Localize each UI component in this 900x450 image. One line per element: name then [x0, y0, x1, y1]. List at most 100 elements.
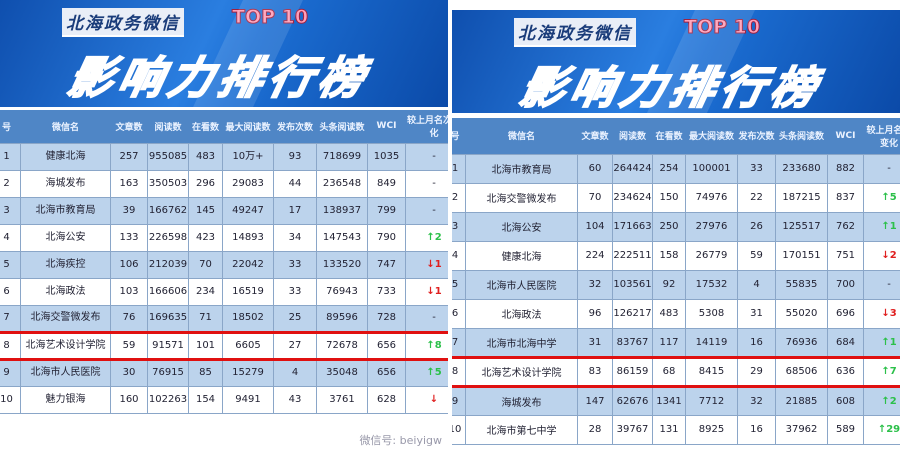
cell-rank-change: ↑1 — [863, 211, 900, 242]
table-row: 7 北海市北海中学 31 83767 117 14119 16 76936 684 ↑1 — [452, 327, 900, 358]
cell-headline-reads: 187215 — [775, 182, 828, 213]
cell-reads: 62676 — [612, 385, 653, 416]
cell-headline-reads: 236548 — [316, 169, 368, 198]
table-row: 9 海城发布 147 62676 1341 7712 32 21885 608 ↑2 — [452, 385, 900, 416]
cell-articles: 147 — [577, 385, 613, 416]
column-header-publish-count: 发布次数 — [273, 110, 317, 143]
cell-likes: 150 — [652, 182, 686, 213]
cell-max-reads: 17532 — [685, 269, 738, 300]
cell-rank: 10 — [0, 385, 21, 414]
cell-articles: 31 — [577, 327, 613, 358]
cell-account-name: 北海公安 — [465, 211, 578, 242]
cell-account-name: 北海政法 — [465, 298, 578, 329]
table-row: 10 魅力银海 160 102263 154 9491 43 3761 628 ↓ — [0, 385, 448, 414]
cell-reads: 222511 — [612, 240, 653, 271]
table-row: 2 海城发布 163 350503 296 29083 44 236548 849- — [0, 169, 448, 198]
cell-headline-reads: 170151 — [775, 240, 828, 271]
cell-rank: 3 — [452, 211, 466, 242]
cell-publish-count: 29 — [737, 355, 776, 388]
cell-rank: 5 — [452, 269, 466, 300]
cell-max-reads: 8415 — [685, 355, 738, 388]
column-header-articles: 文章数 — [110, 110, 148, 143]
cell-rank-change: ↑5 — [863, 182, 900, 213]
cell-wci: 1035 — [367, 142, 406, 171]
column-header-likes: 在看数 — [652, 118, 686, 154]
cell-rank-change: - — [863, 269, 900, 300]
cell-rank: 3 — [0, 196, 21, 225]
banner-badge: TOP 10 — [231, 6, 309, 29]
column-header-rank: 号 — [0, 110, 21, 143]
cell-headline-reads: 68506 — [775, 355, 828, 388]
cell-rank-change: - — [405, 304, 448, 333]
cell-account-name: 海城发布 — [465, 385, 578, 416]
cell-articles: 96 — [577, 298, 613, 329]
cell-rank-change: ↓2 — [863, 240, 900, 271]
cell-headline-reads: 718699 — [316, 142, 368, 171]
cell-headline-reads: 72678 — [316, 330, 368, 361]
table-row: 8 北海艺术设计学院 59 91571 101 6605 27 72678 656 ↑8 — [0, 330, 448, 361]
column-header-likes: 在看数 — [188, 110, 223, 143]
cell-wci: 799 — [367, 196, 406, 225]
cell-headline-reads: 21885 — [775, 385, 828, 416]
column-header-headline-reads: 头条阅读数 — [775, 118, 828, 154]
table-row: 5 北海疾控 106 212039 70 22042 33 133520 747 ↓1 — [0, 250, 448, 279]
column-header-publish-count: 发布次数 — [737, 118, 776, 154]
cell-rank-change: ↓1 — [405, 277, 448, 306]
cell-articles: 163 — [110, 169, 148, 198]
cell-rank-change: - — [405, 169, 448, 198]
cell-rank-change: ↑7 — [863, 355, 900, 388]
cell-account-name: 健康北海 — [465, 240, 578, 271]
cell-rank: 4 — [0, 223, 21, 252]
cell-reads: 234624 — [612, 182, 653, 213]
cell-max-reads: 27976 — [685, 211, 738, 242]
cell-articles: 70 — [577, 182, 613, 213]
cell-publish-count: 16 — [737, 414, 776, 445]
cell-account-name: 海城发布 — [20, 169, 111, 198]
cell-rank: 6 — [452, 298, 466, 329]
table-row: 7 北海交警微发布 76 169635 71 18502 25 89596 728- — [0, 304, 448, 333]
cell-reads: 169635 — [147, 304, 189, 333]
banner-subtitle: 北海政务微信 — [62, 8, 184, 37]
table-row: 10北海市第七中学283976713189251637962589↑29 — [452, 414, 900, 445]
cell-rank-change: ↑8 — [405, 330, 448, 361]
cell-max-reads: 8925 — [685, 414, 738, 445]
cell-rank-change: ↓3 — [863, 298, 900, 329]
cell-wci: 636 — [827, 355, 864, 388]
cell-publish-count: 93 — [273, 142, 317, 171]
banner-badge: TOP 10 — [683, 16, 761, 39]
cell-publish-count: 33 — [273, 277, 317, 306]
cell-rank: 8 — [0, 330, 21, 361]
cell-rank: 9 — [0, 358, 21, 387]
cell-likes: 423 — [188, 223, 223, 252]
cell-articles: 39 — [110, 196, 148, 225]
cell-articles: 103 — [110, 277, 148, 306]
cell-publish-count: 34 — [273, 223, 317, 252]
cell-wci: 700 — [827, 269, 864, 300]
table-row: 9 北海市人民医院 30 76915 85 15279 4 35048 656 ↑5 — [0, 358, 448, 387]
cell-likes: 250 — [652, 211, 686, 242]
cell-wci: 751 — [827, 240, 864, 271]
cell-wci: 728 — [367, 304, 406, 333]
cell-account-name: 北海艺术设计学院 — [465, 355, 578, 388]
column-header-rank-change: 较上月名次变化 — [863, 118, 900, 154]
cell-reads: 83767 — [612, 327, 653, 358]
cell-rank-change: ↑5 — [405, 358, 448, 387]
column-header-articles: 文章数 — [577, 118, 613, 154]
cell-wci: 656 — [367, 358, 406, 387]
cell-rank-change: ↓1 — [405, 250, 448, 279]
cell-reads: 955085 — [147, 142, 189, 171]
column-header-headline-reads: 头条阅读数 — [316, 110, 368, 143]
cell-likes: 131 — [652, 414, 686, 445]
column-header-account-name: 微信名 — [20, 110, 111, 143]
cell-wci: 656 — [367, 330, 406, 361]
cell-publish-count: 43 — [273, 385, 317, 414]
table-row: 1 健康北海 257 955085 483 10万+ 93 718699 1035- — [0, 142, 448, 171]
cell-likes: 68 — [652, 355, 686, 388]
cell-headline-reads: 89596 — [316, 304, 368, 333]
cell-likes: 234 — [188, 277, 223, 306]
table-row: 4 北海公安 133 226598 423 14893 34 147543 790 ↑2 — [0, 223, 448, 252]
cell-rank: 8 — [452, 355, 466, 388]
cell-max-reads: 74976 — [685, 182, 738, 213]
cell-likes: 483 — [188, 142, 223, 171]
cell-articles: 257 — [110, 142, 148, 171]
